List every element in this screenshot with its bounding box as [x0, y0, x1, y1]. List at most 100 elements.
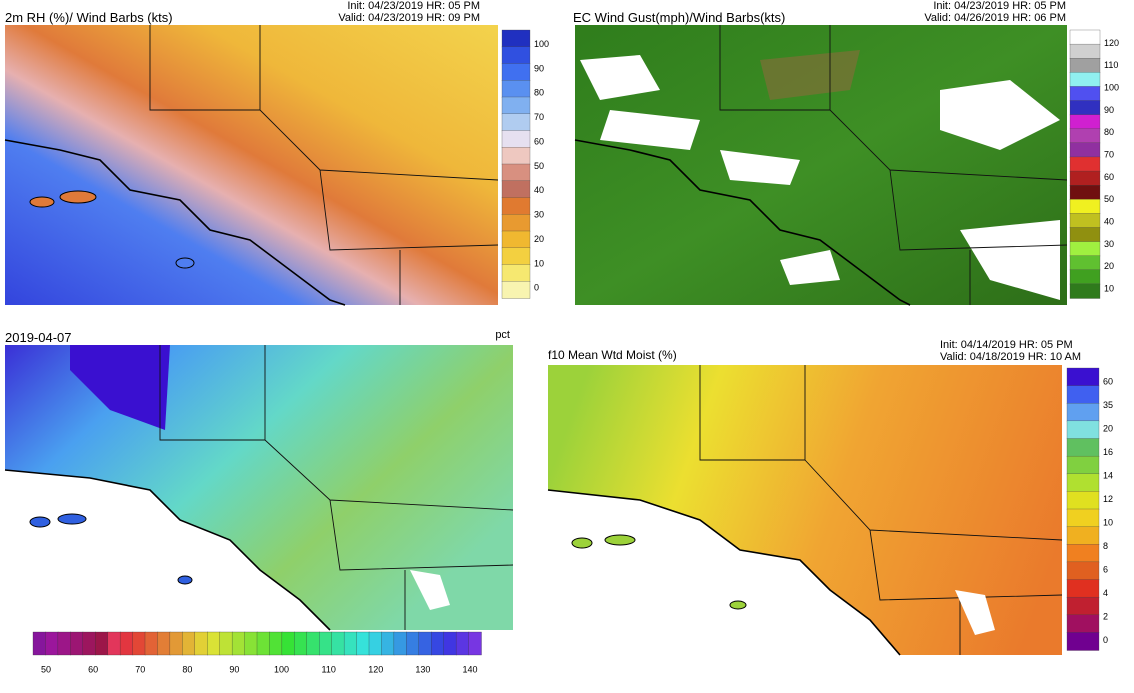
- coastline: [4, 139, 346, 306]
- colorbar-swatch: [501, 180, 531, 199]
- colorbar-swatch: [501, 80, 531, 98]
- colorbar-swatch: [57, 631, 71, 656]
- colorbar-label: 35: [1103, 400, 1113, 410]
- colorbar-swatch: [1066, 526, 1100, 545]
- colorbar-label: 50: [1104, 194, 1114, 204]
- panel-moist: f10 Mean Wtd Moist (%) Init: 04/14/2019 …: [547, 339, 1113, 656]
- colorbar-swatch: [1069, 142, 1101, 158]
- colorbar-label: 140: [462, 664, 477, 674]
- colorbar-swatch: [294, 631, 308, 656]
- colorbar-swatch: [501, 147, 531, 165]
- colorbar-swatch: [244, 631, 258, 656]
- colorbar-label: 30: [534, 210, 544, 220]
- island: [29, 196, 55, 208]
- colorbar-label: 70: [135, 664, 145, 674]
- colorbar-label: 16: [1103, 447, 1113, 457]
- colorbar-label: 40: [534, 185, 544, 195]
- colorbar-label: 20: [1103, 423, 1113, 433]
- colorbar-label: 4: [1103, 588, 1108, 598]
- field-max: [70, 345, 170, 430]
- colorbar-swatch: [501, 29, 531, 48]
- colorbar-swatch: [393, 631, 407, 656]
- colorbar-label: 6: [1103, 564, 1108, 574]
- colorbar-swatch: [256, 631, 271, 656]
- colorbar-label: 12: [1103, 494, 1113, 504]
- colorbar-label: 60: [1104, 172, 1114, 182]
- colorbar-swatch: [501, 197, 531, 215]
- colorbar-swatch: [45, 631, 59, 656]
- colorbar-swatch: [1069, 128, 1101, 144]
- coastline: [574, 139, 911, 306]
- colorbar: 50 60 70 80 90 100 110 120 130 140: [32, 631, 482, 674]
- coastline: [547, 489, 901, 656]
- colorbar-swatch: [1069, 58, 1101, 73]
- colorbar-swatch: [1069, 185, 1101, 200]
- colorbar-swatch: [1069, 170, 1101, 186]
- colorbar-swatch: [1066, 403, 1100, 422]
- colorbar-label: 70: [534, 112, 544, 122]
- valid-time: Valid: 04/26/2019 HR: 06 PM: [924, 12, 1066, 24]
- colorbar-swatch: [1069, 283, 1101, 299]
- colorbar-swatch: [501, 230, 531, 249]
- colorbar: 120 110 100 90 80 70 60 50 40 30 20 10: [1069, 29, 1119, 299]
- colorbar-swatch: [501, 63, 531, 81]
- low-gust-area: [580, 55, 1060, 300]
- coastline: [4, 469, 331, 631]
- ocean: [5, 470, 330, 630]
- county-borders: [159, 345, 514, 630]
- colorbar-swatch: [1066, 632, 1100, 651]
- colorbar-label: 70: [1104, 149, 1114, 159]
- colorbar-swatch: [194, 631, 208, 656]
- colorbar-label: 110: [321, 664, 335, 674]
- colorbar-label: 10: [1103, 517, 1113, 527]
- colorbar-swatch: [1069, 227, 1101, 243]
- colorbar-swatch: [1066, 455, 1100, 475]
- panel-pct: 2019-04-07 pct 50 60 70 80 90 100 110 120 130 140: [4, 329, 514, 674]
- colorbar-label: 20: [1104, 261, 1114, 271]
- colorbar-swatch: [1066, 420, 1100, 440]
- colorbar-swatch: [319, 631, 333, 656]
- colorbar-swatch: [1069, 114, 1101, 130]
- colorbar-swatch: [331, 631, 345, 656]
- units: pct: [495, 329, 510, 341]
- colorbar-label: 100: [534, 39, 549, 49]
- colorbar-label: 90: [534, 63, 544, 73]
- colorbar-swatch: [1069, 241, 1101, 257]
- island: [604, 534, 636, 546]
- colorbar-swatch: [1066, 438, 1100, 457]
- panel-title: f10 Mean Wtd Moist (%): [548, 348, 677, 362]
- colorbar-swatch: [119, 631, 134, 656]
- colorbar-label: 14: [1103, 470, 1113, 480]
- init-time: Init: 04/14/2019 HR: 05 PM: [940, 339, 1073, 351]
- county-borders: [699, 365, 1063, 655]
- colorbar-swatch: [157, 631, 171, 656]
- colorbar-swatch: [1066, 579, 1100, 598]
- colorbar-swatch: [1066, 385, 1100, 404]
- colorbar-swatch: [132, 631, 146, 656]
- colorbar-swatch: [1066, 596, 1100, 616]
- colorbar-swatch: [1069, 72, 1101, 88]
- colorbar-swatch: [343, 631, 358, 656]
- island: [571, 537, 593, 549]
- colorbar-swatch: [468, 631, 482, 656]
- colorbar-swatch: [1066, 561, 1100, 581]
- colorbar-label: 80: [534, 88, 544, 98]
- panel-title: 2019-04-07: [5, 330, 72, 345]
- colorbar-swatch: [1069, 255, 1101, 271]
- colorbar-label: 10: [1104, 283, 1114, 293]
- colorbar-label: 120: [368, 664, 383, 674]
- colorbar-swatch: [406, 631, 420, 656]
- colorbar-label: 40: [1104, 216, 1114, 226]
- colorbar-swatch: [1066, 367, 1100, 387]
- colorbar-swatch: [418, 631, 432, 656]
- colorbar-swatch: [1069, 86, 1101, 102]
- colorbar-swatch: [1066, 473, 1100, 493]
- colorbar-swatch: [501, 247, 531, 266]
- colorbar-label: 8: [1103, 541, 1108, 551]
- colorbar-swatch: [501, 113, 531, 132]
- colorbar-swatch: [231, 631, 246, 656]
- colorbar-swatch: [1069, 100, 1101, 116]
